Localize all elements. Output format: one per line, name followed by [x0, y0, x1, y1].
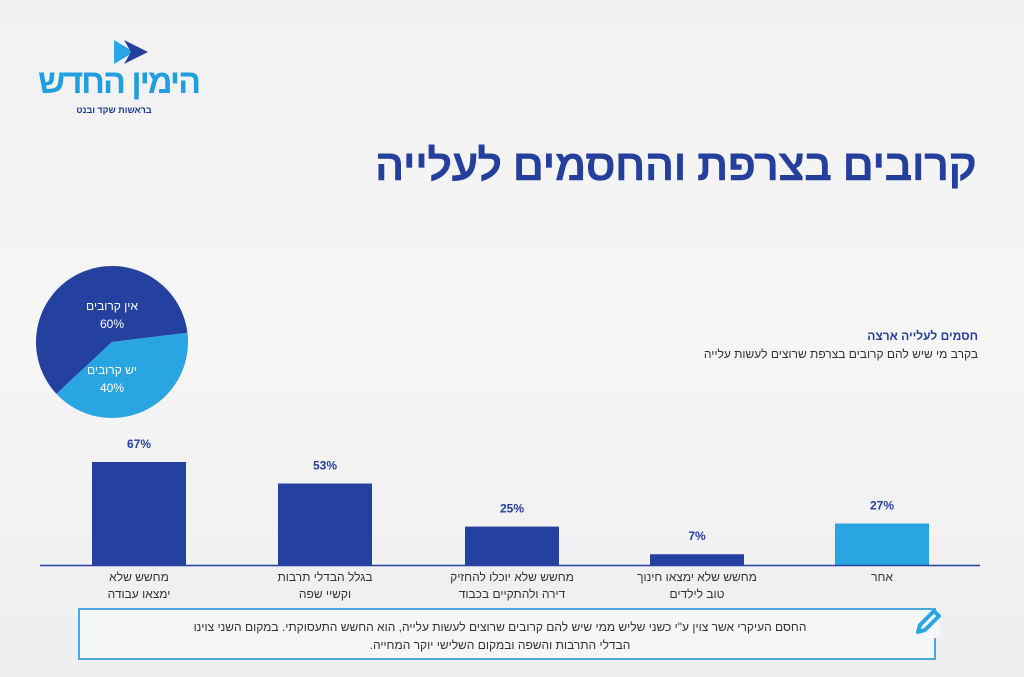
bar	[278, 483, 372, 565]
bar	[465, 526, 559, 565]
x-tick-label: מחשש שלא ימצאו חינוך טוב לילדים	[607, 569, 787, 603]
x-tick-label-line: טוב לילדים	[669, 587, 725, 601]
logo-arrow-icon	[114, 40, 148, 64]
note-line: החסם העיקרי אשר צוין ע"י כשני שליש ממי ש…	[193, 620, 807, 634]
pie-slice-value: 60%	[100, 317, 124, 331]
pencil-icon	[912, 609, 941, 638]
bar-value-label: 25%	[500, 502, 524, 516]
chart-title: חסמים לעלייה ארצה	[867, 329, 978, 343]
bar	[92, 462, 186, 565]
chart-subtitle: בקרב מי שיש להם קרובים בצרפת שרוצים לעשו…	[703, 347, 978, 361]
pie-slice-label: יש קרובים	[87, 363, 137, 377]
x-tick-label: מחשש שלא יוכלו להחזיק דירה ולהתקיים בכבוד	[422, 569, 602, 603]
x-tick-label-line: מחשש שלא יוכלו להחזיק	[450, 570, 574, 584]
logo-text: הימין החדש	[38, 63, 201, 101]
x-tick-label-line: ימצאו עבודה	[107, 587, 171, 601]
bar-value-label: 27%	[870, 498, 894, 512]
page-title: קרובים בצרפת והחסמים לעלייה	[374, 141, 977, 190]
pie-slice	[36, 266, 188, 394]
pie-slice-value: 40%	[100, 381, 124, 395]
bar-value-label: 7%	[688, 529, 706, 543]
bar	[835, 523, 929, 565]
x-tick-label: בגלל הבדלי תרבות וקשיי שפה	[235, 569, 415, 603]
pie-slice	[56, 332, 189, 418]
pie-slice-label: אין קרובים	[86, 299, 138, 313]
x-tick-label-line: מחשש שלא ימצאו חינוך	[637, 570, 757, 584]
bar-value-label: 53%	[313, 459, 337, 473]
bar-value-label: 67%	[127, 437, 151, 451]
chart-subtitle-block: חסמים לעלייה ארצה בקרב מי שיש להם קרובים…	[704, 329, 978, 362]
note-text: החסם העיקרי אשר צוין ע"י כשני שליש ממי ש…	[90, 618, 910, 654]
x-tick-label-line: אחר	[871, 570, 893, 584]
x-tick-label-line: בגלל הבדלי תרבות	[277, 570, 373, 584]
x-tick-label: מחשש שלא ימצאו עבודה	[49, 569, 229, 603]
x-tick-label-line: וקשיי שפה	[298, 587, 352, 601]
x-tick-label: אחר	[792, 569, 972, 586]
x-tick-label-line: מחשש שלא	[109, 570, 169, 584]
note-line: הבדלי התרבות והשפה ובמקום השלישי יוקר המ…	[369, 638, 631, 652]
logo-subtitle: בראשות שקד ובנט	[76, 105, 152, 115]
note-box: החסם העיקרי אשר צוין ע"י כשני שליש ממי ש…	[78, 608, 936, 660]
bar	[650, 554, 744, 565]
x-tick-label-line: דירה ולהתקיים בכבוד	[458, 587, 566, 601]
